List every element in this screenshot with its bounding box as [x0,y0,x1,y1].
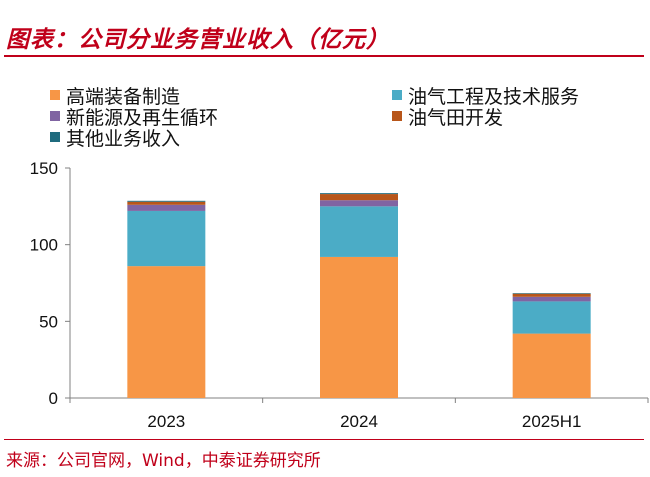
legend-item-oilfield-development: 油气田开发 [392,105,504,129]
bar-segment [512,301,591,334]
bar-segment [127,210,206,267]
title-divider [4,55,644,57]
x-tick-label: 2024 [340,412,378,431]
legend-swatch [50,132,60,142]
bar-segment [320,194,398,201]
legend-label: 高端装备制造 [66,85,181,108]
bar-segment [512,333,591,398]
legend-label: 油气田开发 [408,106,504,129]
bar-segment [320,193,398,195]
x-tick-label: 2025H1 [522,412,582,431]
legend-item-oilfield-services: 油气工程及技术服务 [392,84,580,108]
legend-item-high-end-equipment: 高端装备制造 [50,84,181,108]
y-tick-label: 0 [49,389,58,408]
figure-title: 图表：公司分业务营业收入（亿元） [6,27,390,53]
legend-item-new-energy: 新能源及再生循环 [50,105,219,129]
legend-swatch [392,90,402,100]
bar-segment [320,256,398,398]
bar-segment [320,206,398,257]
bar-segment [127,201,206,205]
bar-segment [127,200,206,202]
legend-label: 油气工程及技术服务 [408,85,580,108]
legend-swatch [50,111,60,121]
source-note: 来源：公司官网，Wind，中泰证券研究所 [6,451,321,471]
y-tick-label: 150 [30,159,58,178]
bar-segment [512,293,591,297]
x-tick-label: 2023 [147,412,185,431]
legend-label: 新能源及再生循环 [66,106,219,129]
bar-segment [127,266,206,398]
legend-label: 其他业务收入 [66,127,181,150]
y-tick-label: 100 [30,236,58,255]
legend-item-other: 其他业务收入 [50,126,181,150]
bar-segment [512,296,591,302]
legend-swatch [392,111,402,121]
y-tick-label: 50 [39,312,58,331]
legend-swatch [50,90,60,100]
bar-segment [127,204,206,211]
source-divider [4,439,644,440]
bar-segment [320,200,398,207]
bar-segment [512,293,591,294]
